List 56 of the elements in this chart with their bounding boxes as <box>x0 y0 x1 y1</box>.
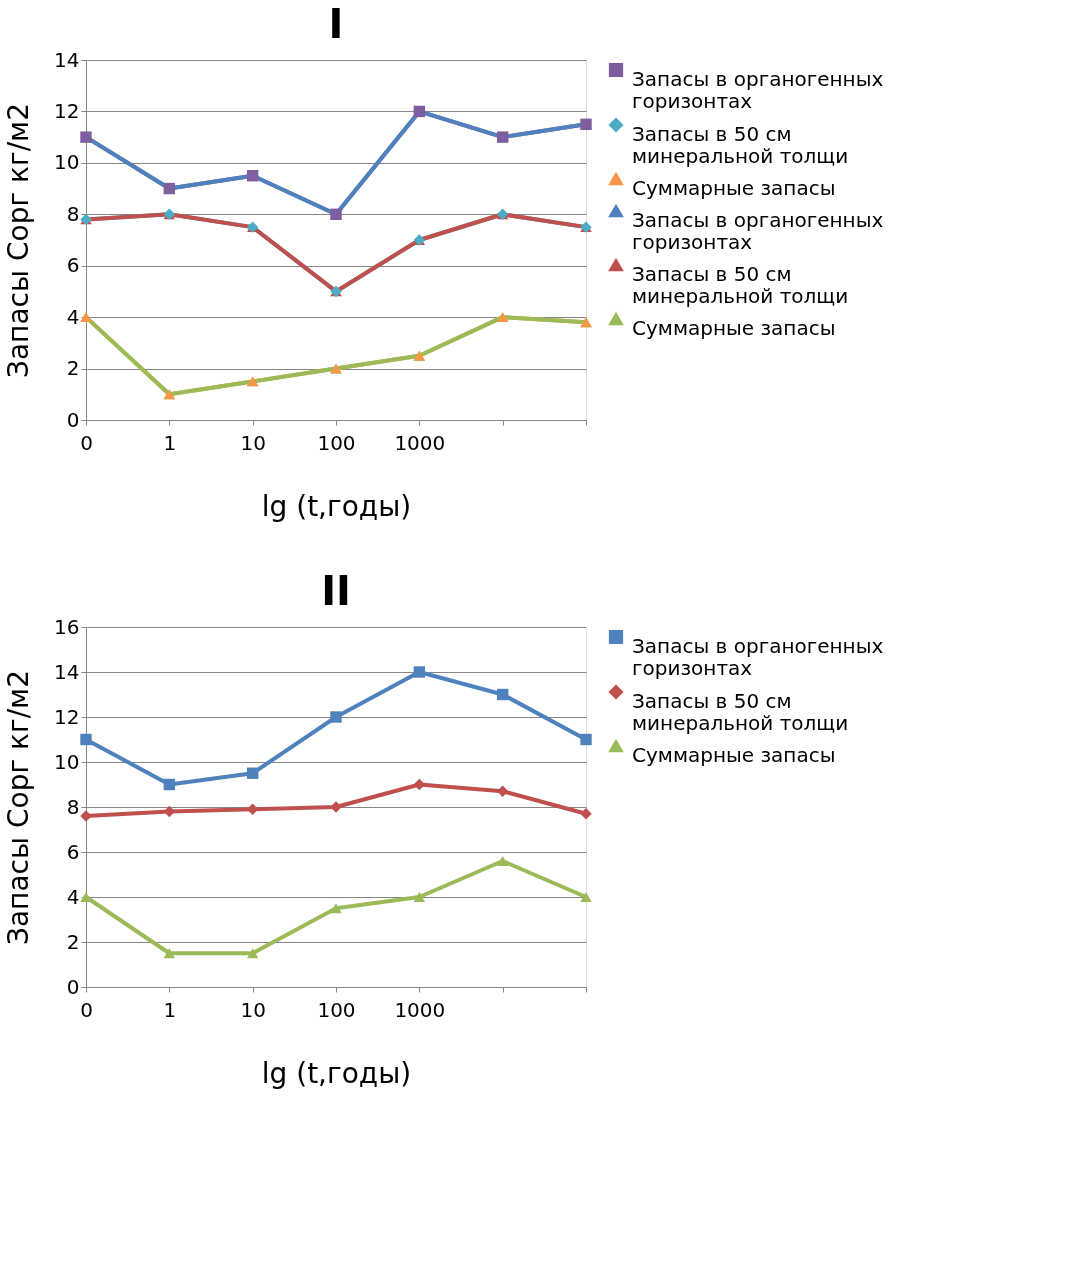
point <box>163 948 176 959</box>
y-tick-label: 6 <box>66 253 80 278</box>
y-tick-label: 4 <box>66 884 80 909</box>
point <box>330 711 342 723</box>
y-tick-label: 12 <box>54 704 80 729</box>
point <box>580 892 592 902</box>
legend-label: Запасы в органогенных горизонтах <box>632 634 884 680</box>
x-tick-label: 10 <box>240 997 266 1022</box>
point <box>246 767 259 779</box>
x-tick-label: 1 <box>163 997 177 1022</box>
legend-label: Запасы в 50 см минеральной толщи <box>632 262 849 308</box>
legend-label: Суммарные запасы <box>632 743 836 767</box>
point <box>413 892 426 902</box>
y-tick-label: 10 <box>54 749 80 774</box>
legend-label: Запасы в 50 см минеральной толщи <box>632 689 849 735</box>
y-tick-label: 2 <box>66 356 80 381</box>
x-axis-title: lg (t,годы) <box>261 1056 412 1090</box>
y-tick-label: 10 <box>54 150 80 175</box>
legend-label: Суммарные запасы <box>632 176 836 200</box>
y-tick-label: 14 <box>54 659 80 684</box>
point <box>330 801 342 813</box>
x-tick-label: 1 <box>163 430 177 455</box>
point <box>163 778 176 791</box>
y-tick-label: 8 <box>66 201 80 226</box>
chart-title: II <box>321 568 351 614</box>
legend-label: Запасы в органогенных горизонтах <box>632 67 884 113</box>
y-tick-label: 6 <box>66 839 80 864</box>
y-tick-label: 16 <box>54 614 80 639</box>
point <box>580 808 592 820</box>
x-tick-label: 1000 <box>394 997 446 1022</box>
y-tick-label: 0 <box>66 974 80 999</box>
point <box>580 733 592 746</box>
y-tick-label: 14 <box>54 47 80 72</box>
point <box>330 903 342 914</box>
x-tick-label: 1000 <box>394 430 446 455</box>
y-tick-label: 0 <box>66 407 80 432</box>
y-tick-label: 2 <box>66 929 80 954</box>
x-tick-label: 100 <box>317 430 356 455</box>
point <box>413 666 426 678</box>
x-axis-title: lg (t,годы) <box>261 489 412 523</box>
y-axis-title: Запасы Cорг кг/м2 <box>2 102 36 379</box>
x-tick-label: 10 <box>240 430 266 455</box>
point <box>80 733 92 746</box>
point <box>246 948 259 959</box>
legend-label: Запасы в органогенных горизонтах <box>632 208 884 254</box>
y-tick-label: 8 <box>66 794 80 819</box>
legend-label: Суммарные запасы <box>632 316 836 340</box>
legend-label: Запасы в 50 см минеральной толщи <box>632 122 849 168</box>
x-tick-label: 100 <box>317 997 356 1022</box>
chart-title: I <box>328 1 344 47</box>
point <box>496 856 509 866</box>
point <box>496 688 509 701</box>
y-tick-label: 12 <box>54 98 80 123</box>
y-axis-title: Запасы Cорг кг/м2 <box>2 669 36 946</box>
point <box>80 810 92 822</box>
y-tick-label: 4 <box>66 304 80 329</box>
